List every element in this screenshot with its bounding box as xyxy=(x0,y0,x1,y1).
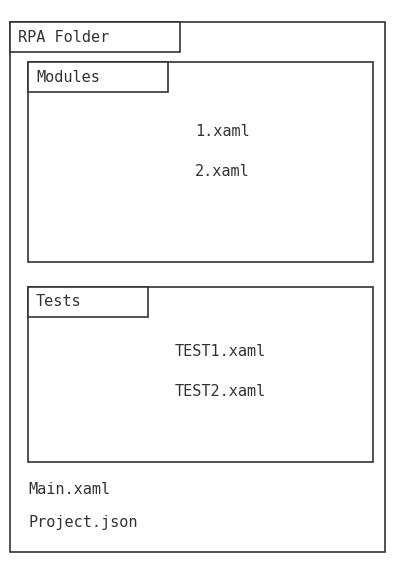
Text: RPA Folder: RPA Folder xyxy=(18,29,109,44)
FancyBboxPatch shape xyxy=(28,62,373,262)
FancyBboxPatch shape xyxy=(10,22,180,52)
Text: TEST1.xaml: TEST1.xaml xyxy=(175,345,266,360)
Text: Tests: Tests xyxy=(36,294,82,310)
Text: 1.xaml: 1.xaml xyxy=(195,125,250,139)
Text: Project.json: Project.json xyxy=(28,514,137,529)
FancyBboxPatch shape xyxy=(28,287,148,317)
Text: TEST2.xaml: TEST2.xaml xyxy=(175,384,266,400)
Text: Modules: Modules xyxy=(36,70,100,84)
FancyBboxPatch shape xyxy=(28,287,373,462)
Text: 2.xaml: 2.xaml xyxy=(195,165,250,179)
FancyBboxPatch shape xyxy=(28,62,168,92)
FancyBboxPatch shape xyxy=(10,22,385,552)
Text: Main.xaml: Main.xaml xyxy=(28,483,110,497)
